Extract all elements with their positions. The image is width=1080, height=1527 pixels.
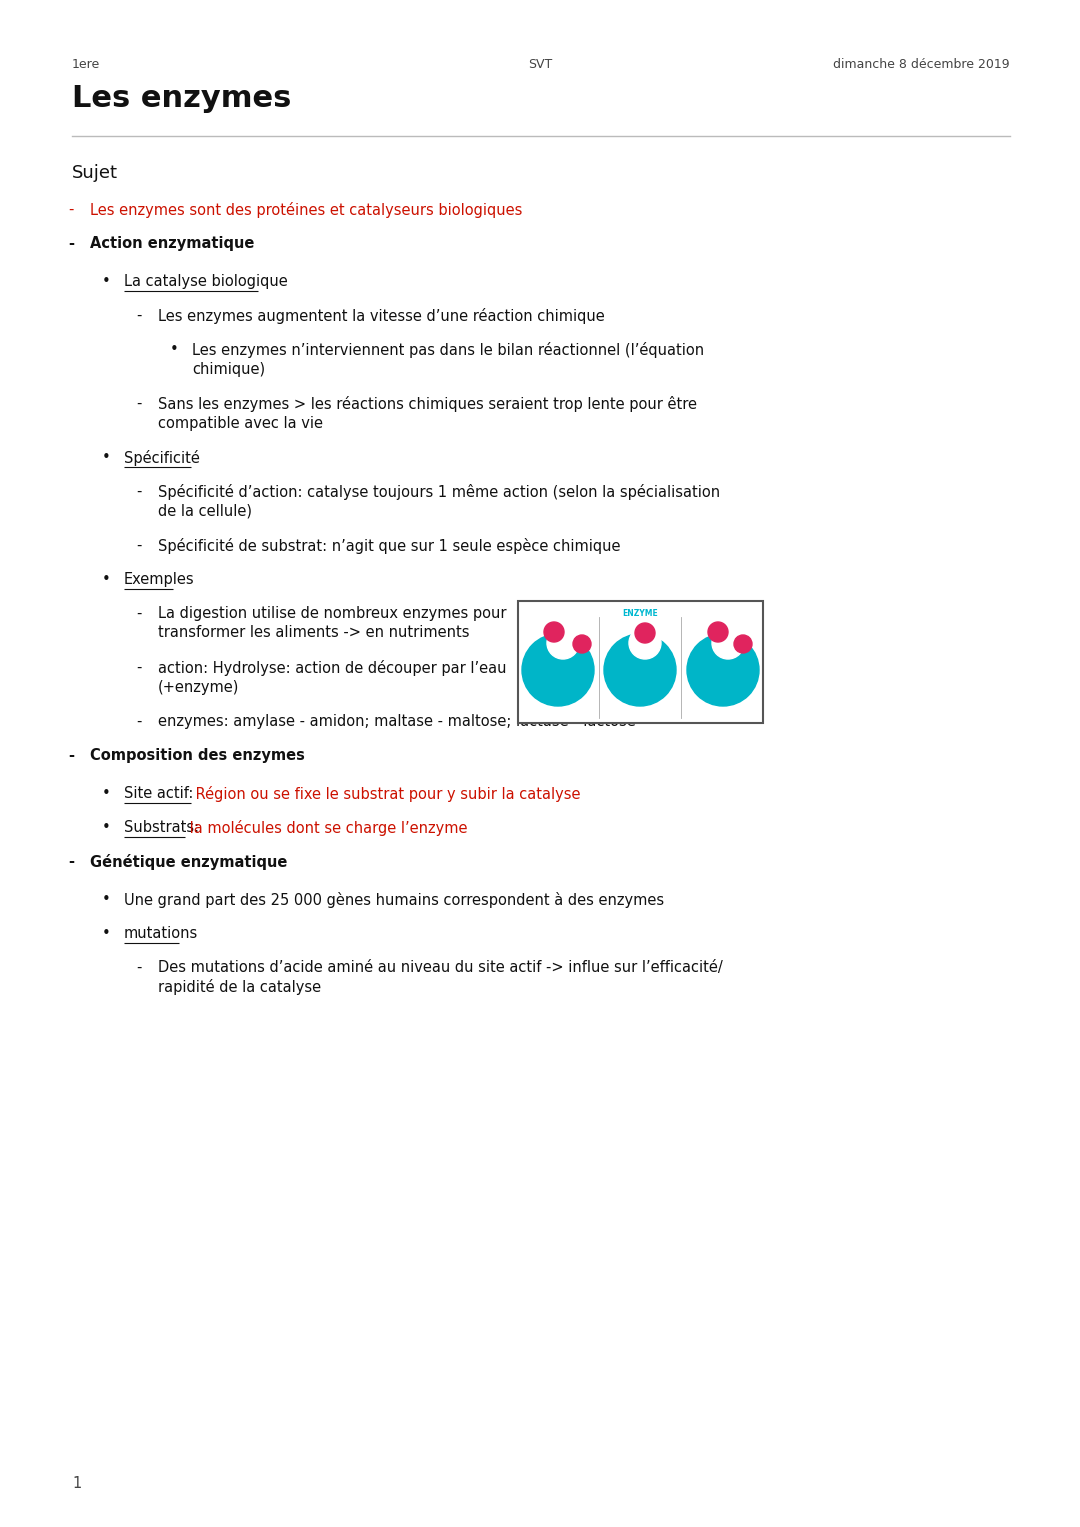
Text: Composition des enzymes: Composition des enzymes [90,748,305,764]
Text: •: • [102,820,111,835]
Text: Les enzymes n’interviennent pas dans le bilan réactionnel (l’équation
chimique): Les enzymes n’interviennent pas dans le … [192,342,704,377]
Text: Des mutations d’acide aminé au niveau du site actif -> influe sur l’efficacité/
: Des mutations d’acide aminé au niveau du… [158,960,723,996]
Text: -: - [136,538,141,553]
Text: Site actif:: Site actif: [124,786,193,802]
Circle shape [522,634,594,705]
Text: -: - [68,748,75,764]
Text: Génétique enzymatique: Génétique enzymatique [90,854,287,870]
Circle shape [573,635,591,654]
Text: Exemples: Exemples [124,573,194,586]
Text: action: Hydrolyse: action de découper par l’eau
(+enzyme): action: Hydrolyse: action de découper pa… [158,660,507,695]
Text: La digestion utilise de nombreux enzymes pour
transformer les aliments -> en nut: La digestion utilise de nombreux enzymes… [158,606,507,640]
Text: Substrats:: Substrats: [124,820,199,835]
Text: Sans les enzymes > les réactions chimiques seraient trop lente pour être
compati: Sans les enzymes > les réactions chimiqu… [158,395,697,431]
Circle shape [546,628,579,660]
Text: •: • [102,892,111,907]
Text: -: - [68,237,75,250]
Circle shape [604,634,676,705]
Text: -: - [68,854,75,869]
Circle shape [712,628,744,660]
Circle shape [734,635,752,654]
Text: 1ere: 1ere [72,58,100,70]
Text: Spécificité: Spécificité [124,450,200,466]
Text: dimanche 8 décembre 2019: dimanche 8 décembre 2019 [834,58,1010,70]
Text: 1: 1 [72,1477,81,1490]
Text: -: - [136,715,141,728]
Text: -: - [68,202,73,217]
Text: enzymes: amylase - amidon; maltase - maltose; lactase - lactose: enzymes: amylase - amidon; maltase - mal… [158,715,636,728]
Text: Les enzymes augmentent la vitesse d’une réaction chimique: Les enzymes augmentent la vitesse d’une … [158,308,605,324]
Text: -: - [136,606,141,621]
Text: Spécificité de substrat: n’agit que sur 1 seule espèce chimique: Spécificité de substrat: n’agit que sur … [158,538,621,554]
Text: Les enzymes sont des protéines et catalyseurs biologiques: Les enzymes sont des protéines et cataly… [90,202,523,218]
Text: •: • [102,273,111,289]
Text: mutations: mutations [124,925,199,941]
Text: SVT: SVT [528,58,552,70]
Text: -: - [136,395,141,411]
Text: Les enzymes: Les enzymes [72,84,292,113]
Text: Région ou se fixe le substrat pour y subir la catalyse: Région ou se fixe le substrat pour y sub… [191,786,580,802]
Circle shape [708,621,728,641]
Bar [518,602,762,722]
Circle shape [629,628,661,660]
Text: Sujet: Sujet [72,163,118,182]
Text: Spécificité d’action: catalyse toujours 1 même action (selon la spécialisation
d: Spécificité d’action: catalyse toujours … [158,484,720,519]
Text: -: - [136,960,141,976]
Circle shape [544,621,564,641]
Text: Une grand part des 25 000 gènes humains correspondent à des enzymes: Une grand part des 25 000 gènes humains … [124,892,664,909]
Text: Action enzymatique: Action enzymatique [90,237,255,250]
Text: •: • [102,573,111,586]
Text: •: • [102,450,111,466]
Text: •: • [170,342,179,357]
Text: •: • [102,925,111,941]
Circle shape [687,634,759,705]
Text: -: - [136,660,141,675]
Text: •: • [102,786,111,802]
Text: la molécules dont se charge l’enzyme: la molécules dont se charge l’enzyme [185,820,468,835]
Text: -: - [136,484,141,499]
Text: ENZYME: ENZYME [623,609,659,618]
Text: La catalyse biologique: La catalyse biologique [124,273,287,289]
Circle shape [635,623,654,643]
Text: -: - [136,308,141,324]
